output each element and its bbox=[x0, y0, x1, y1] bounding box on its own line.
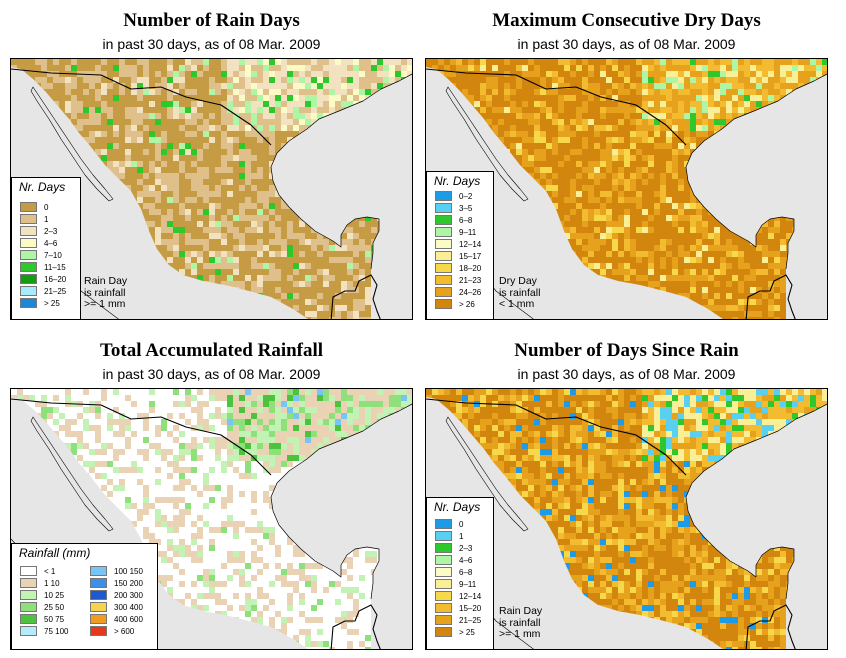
panel-max-dry-days: Maximum Consecutive Dry Days in past 30 … bbox=[425, 0, 828, 325]
legend-item: 9–11 bbox=[435, 227, 476, 237]
map-rain-days[interactable]: Nr. Days 0 1 2–3 4–6 7–10 11–15 16–20 21… bbox=[10, 58, 413, 320]
legend-item: 4–6 bbox=[20, 238, 57, 248]
gulf-coastline bbox=[270, 403, 412, 600]
legend-item: > 26 bbox=[435, 299, 475, 309]
legend-item: 1 bbox=[20, 214, 48, 224]
gulf-coastline bbox=[685, 403, 827, 600]
legend-item: < 1 bbox=[20, 566, 55, 576]
panel-subtitle: in past 30 days, as of 08 Mar. 2009 bbox=[102, 366, 321, 382]
map-days-since-rain[interactable]: Nr. Days 0 1 2–3 4–6 6–8 9–11 12–14 15–2… bbox=[425, 388, 828, 650]
gulf-of-california bbox=[445, 416, 529, 532]
legend-item: 50 75 bbox=[20, 614, 64, 624]
panel-subtitle: in past 30 days, as of 08 Mar. 2009 bbox=[517, 36, 736, 52]
panel-title: Number of Days Since Rain bbox=[514, 340, 739, 361]
legend: Nr. Days 0 1 2–3 4–6 7–10 11–15 16–20 21… bbox=[11, 177, 81, 319]
legend-item: 0 bbox=[20, 202, 48, 212]
panel-subtitle: in past 30 days, as of 08 Mar. 2009 bbox=[517, 366, 736, 382]
legend-item: 18–20 bbox=[435, 263, 481, 273]
legend-note: Dry Day is rainfall < 1 mm bbox=[499, 275, 541, 310]
legend-item: 6–8 bbox=[435, 567, 472, 577]
panel-title: Total Accumulated Rainfall bbox=[99, 340, 324, 361]
panel-subtitle: in past 30 days, as of 08 Mar. 2009 bbox=[102, 36, 321, 52]
legend-item: 6–8 bbox=[435, 215, 472, 225]
legend-item: 400 600 bbox=[90, 614, 143, 624]
gulf-coastline bbox=[270, 73, 412, 270]
legend-item: 15–20 bbox=[435, 603, 481, 613]
gulf-coastline bbox=[685, 73, 827, 270]
legend-item: 0 bbox=[435, 519, 463, 529]
us-mexico-border bbox=[426, 68, 687, 146]
legend-item: 150 200 bbox=[90, 578, 143, 588]
panel-total-rainfall: Total Accumulated Rainfall in past 30 da… bbox=[10, 330, 413, 655]
legend-item: 21–23 bbox=[435, 275, 481, 285]
legend-item: 25 50 bbox=[20, 602, 64, 612]
legend-item: 10 25 bbox=[20, 590, 64, 600]
legend: Nr. Days 0 1 2–3 4–6 6–8 9–11 12–14 15–2… bbox=[426, 497, 494, 649]
legend-item: 4–6 bbox=[435, 555, 472, 565]
guatemala-border bbox=[330, 274, 381, 319]
legend-item: 12–14 bbox=[435, 239, 481, 249]
guatemala-border bbox=[330, 604, 381, 649]
legend-item: 2–3 bbox=[435, 543, 472, 553]
legend-item: 3–5 bbox=[435, 203, 472, 213]
legend-title: Nr. Days bbox=[19, 180, 66, 194]
legend-item: 11–15 bbox=[20, 262, 66, 272]
legend-item: > 600 bbox=[90, 626, 134, 636]
us-mexico-border bbox=[11, 398, 272, 476]
legend-item: 2–3 bbox=[20, 226, 57, 236]
legend-item: 1 10 bbox=[20, 578, 60, 588]
gulf-of-california bbox=[30, 86, 114, 202]
legend-item: 7–10 bbox=[20, 250, 62, 260]
legend-item: 9–11 bbox=[435, 579, 476, 589]
legend-item: 21–25 bbox=[20, 286, 66, 296]
legend-item: 300 400 bbox=[90, 602, 143, 612]
us-mexico-border bbox=[11, 68, 272, 146]
us-mexico-border bbox=[426, 398, 687, 476]
guatemala-border bbox=[745, 274, 796, 319]
legend-item: 16–20 bbox=[20, 274, 66, 284]
legend-item: 200 300 bbox=[90, 590, 143, 600]
legend-item: 75 100 bbox=[20, 626, 68, 636]
legend-item: > 25 bbox=[435, 627, 475, 637]
legend: Rainfall (mm) < 1 1 10 10 25 25 50 50 75… bbox=[11, 543, 158, 649]
legend-item: 15–17 bbox=[435, 251, 481, 261]
legend-item: 1 bbox=[435, 531, 463, 541]
panel-rain-days: Number of Rain Days in past 30 days, as … bbox=[10, 0, 413, 325]
gulf-of-california bbox=[30, 416, 114, 532]
map-total-rainfall[interactable]: Rainfall (mm) < 1 1 10 10 25 25 50 50 75… bbox=[10, 388, 413, 650]
legend-item: 12–14 bbox=[435, 591, 481, 601]
panel-days-since-rain: Number of Days Since Rain in past 30 day… bbox=[425, 330, 828, 655]
legend-item: 24–26 bbox=[435, 287, 481, 297]
legend-title: Rainfall (mm) bbox=[19, 546, 91, 560]
panel-title: Number of Rain Days bbox=[123, 10, 300, 31]
legend: Nr. Days 0–2 3–5 6–8 9–11 12–14 15–17 18… bbox=[426, 171, 494, 319]
guatemala-border bbox=[745, 604, 796, 649]
legend-item: 0–2 bbox=[435, 191, 472, 201]
legend-item: 100 150 bbox=[90, 566, 143, 576]
legend-title: Nr. Days bbox=[434, 500, 481, 514]
panel-title: Maximum Consecutive Dry Days bbox=[492, 10, 761, 31]
legend-note: Rain Day is rainfall >= 1 mm bbox=[499, 605, 543, 640]
legend-note: Rain Day is rainfall >= 1 mm bbox=[84, 275, 128, 310]
gulf-of-california bbox=[445, 86, 529, 202]
map-max-dry-days[interactable]: Nr. Days 0–2 3–5 6–8 9–11 12–14 15–17 18… bbox=[425, 58, 828, 320]
legend-title: Nr. Days bbox=[434, 174, 481, 188]
legend-item: 21–25 bbox=[435, 615, 481, 625]
legend-item: > 25 bbox=[20, 298, 60, 308]
